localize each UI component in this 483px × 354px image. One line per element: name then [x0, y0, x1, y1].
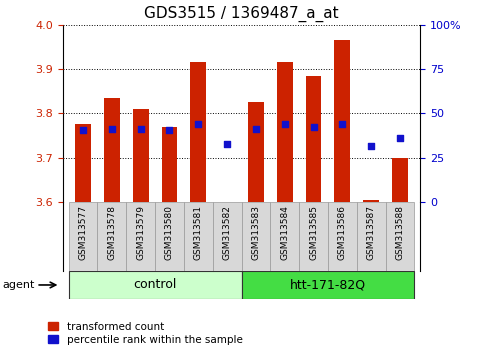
Point — [79, 127, 87, 133]
Text: GSM313584: GSM313584 — [280, 205, 289, 260]
Bar — [161, 127, 177, 202]
Point — [194, 121, 202, 127]
Bar — [334, 40, 350, 202]
Bar — [248, 102, 264, 202]
Bar — [242, 202, 270, 271]
Bar — [299, 202, 328, 271]
Point — [339, 121, 346, 127]
Bar — [69, 202, 98, 271]
Bar — [242, 271, 414, 299]
Text: GSM313585: GSM313585 — [309, 205, 318, 260]
Bar — [385, 202, 414, 271]
Text: htt-171-82Q: htt-171-82Q — [290, 279, 366, 291]
Point — [166, 127, 173, 133]
Text: GSM313583: GSM313583 — [252, 205, 260, 260]
Text: GSM313587: GSM313587 — [367, 205, 376, 260]
Text: GSM313581: GSM313581 — [194, 205, 203, 260]
Point — [281, 121, 289, 127]
Point — [396, 135, 404, 141]
Text: GSM313582: GSM313582 — [223, 205, 231, 260]
Bar — [75, 124, 91, 202]
Text: agent: agent — [2, 280, 35, 290]
Bar — [270, 202, 299, 271]
Point — [108, 126, 115, 132]
Point — [368, 144, 375, 149]
Point — [137, 126, 144, 132]
Text: GSM313578: GSM313578 — [107, 205, 116, 260]
Bar — [98, 202, 126, 271]
Bar — [104, 98, 120, 202]
Title: GDS3515 / 1369487_a_at: GDS3515 / 1369487_a_at — [144, 6, 339, 22]
Bar — [133, 109, 149, 202]
Bar — [184, 202, 213, 271]
Bar — [357, 202, 385, 271]
Bar — [363, 200, 379, 202]
Bar — [213, 202, 242, 271]
Text: GSM313580: GSM313580 — [165, 205, 174, 260]
Bar — [306, 76, 322, 202]
Bar — [392, 158, 408, 202]
Point — [223, 141, 231, 147]
Point — [252, 126, 260, 132]
Bar — [190, 62, 206, 202]
Text: GSM313588: GSM313588 — [396, 205, 405, 260]
Bar — [277, 62, 293, 202]
Bar — [69, 271, 242, 299]
Legend: transformed count, percentile rank within the sample: transformed count, percentile rank withi… — [44, 317, 247, 349]
Bar — [328, 202, 357, 271]
Point — [310, 124, 317, 130]
Text: control: control — [133, 279, 177, 291]
Bar — [155, 202, 184, 271]
Text: GSM313586: GSM313586 — [338, 205, 347, 260]
Text: GSM313579: GSM313579 — [136, 205, 145, 260]
Text: GSM313577: GSM313577 — [78, 205, 87, 260]
Bar — [126, 202, 155, 271]
